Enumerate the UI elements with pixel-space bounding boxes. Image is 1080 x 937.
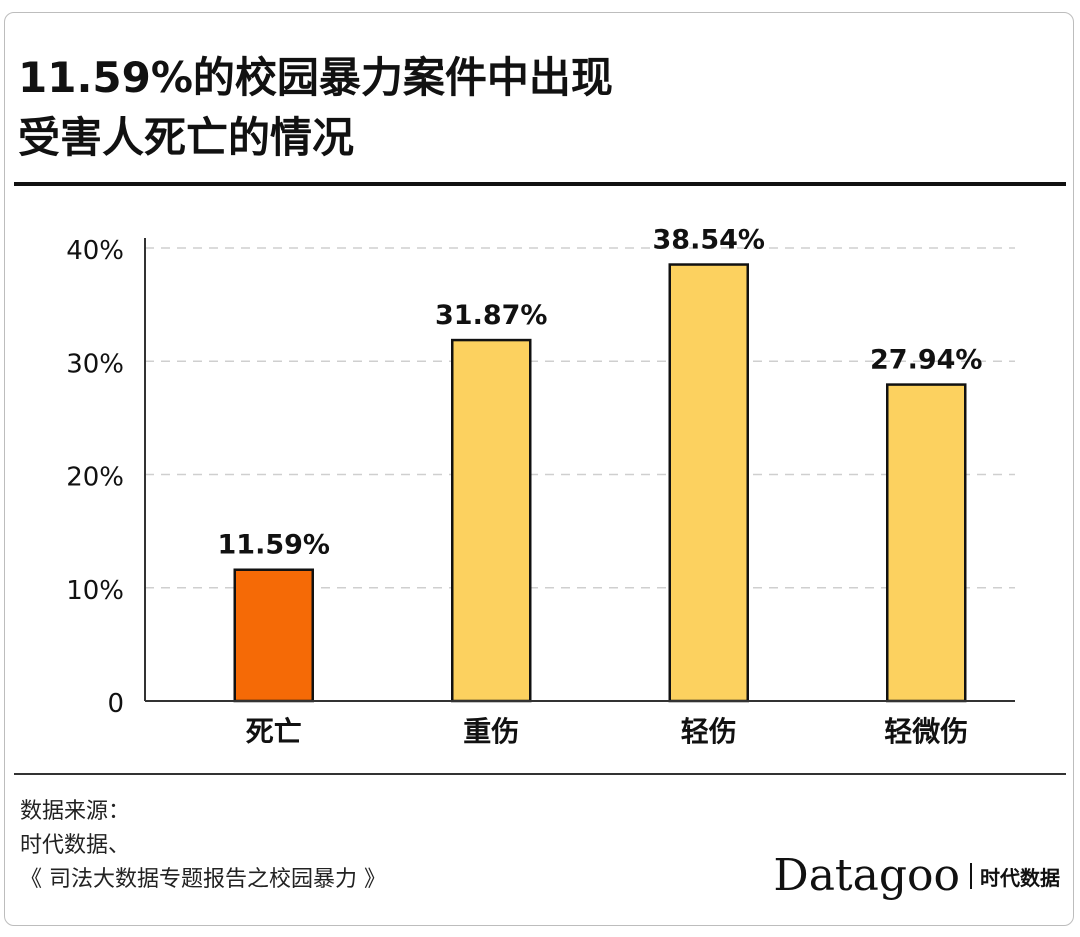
chart-title: 11.59%的校园暴力案件中出现 受害人死亡的情况 [18,48,1058,168]
source-line-3: 《 司法大数据专题报告之校园暴力 》 [20,867,386,892]
y-tick-label: 30% [66,349,124,379]
title-divider [14,182,1066,186]
x-tick-label: 轻伤 [681,715,737,748]
bar [886,383,967,703]
data-label: 31.87% [435,300,547,331]
y-tick-label: 10% [66,576,124,606]
data-label: 11.59% [218,530,330,561]
bar [233,568,314,703]
source-line-2: 时代数据、 [20,833,131,858]
y-tick-label: 40% [66,236,124,266]
data-label: 38.54% [653,225,765,256]
bar [451,338,532,703]
bar [668,263,749,703]
source-note: 数据来源： 时代数据、 《 司法大数据专题报告之校园暴力 》 [20,795,386,897]
x-tick-label: 重伤 [463,715,519,748]
chart-title-line-1: 11.59%的校园暴力案件中出现 [18,53,613,102]
brand-logo: Datagoo 时代数据 [773,846,1060,906]
brand-separator [970,863,972,889]
data-label: 27.94% [870,345,982,376]
footer-divider [14,773,1066,775]
source-line-1: 数据来源： [20,799,131,824]
brand-cn-name: 时代数据 [980,865,1060,890]
x-tick-label: 轻微伤 [884,715,968,748]
chart-title-line-2: 受害人死亡的情况 [18,113,355,162]
brand-name: Datagoo [773,850,960,901]
y-tick-label: 0 [107,689,124,719]
x-tick-label: 死亡 [246,715,302,748]
y-tick-label: 20% [66,463,124,493]
